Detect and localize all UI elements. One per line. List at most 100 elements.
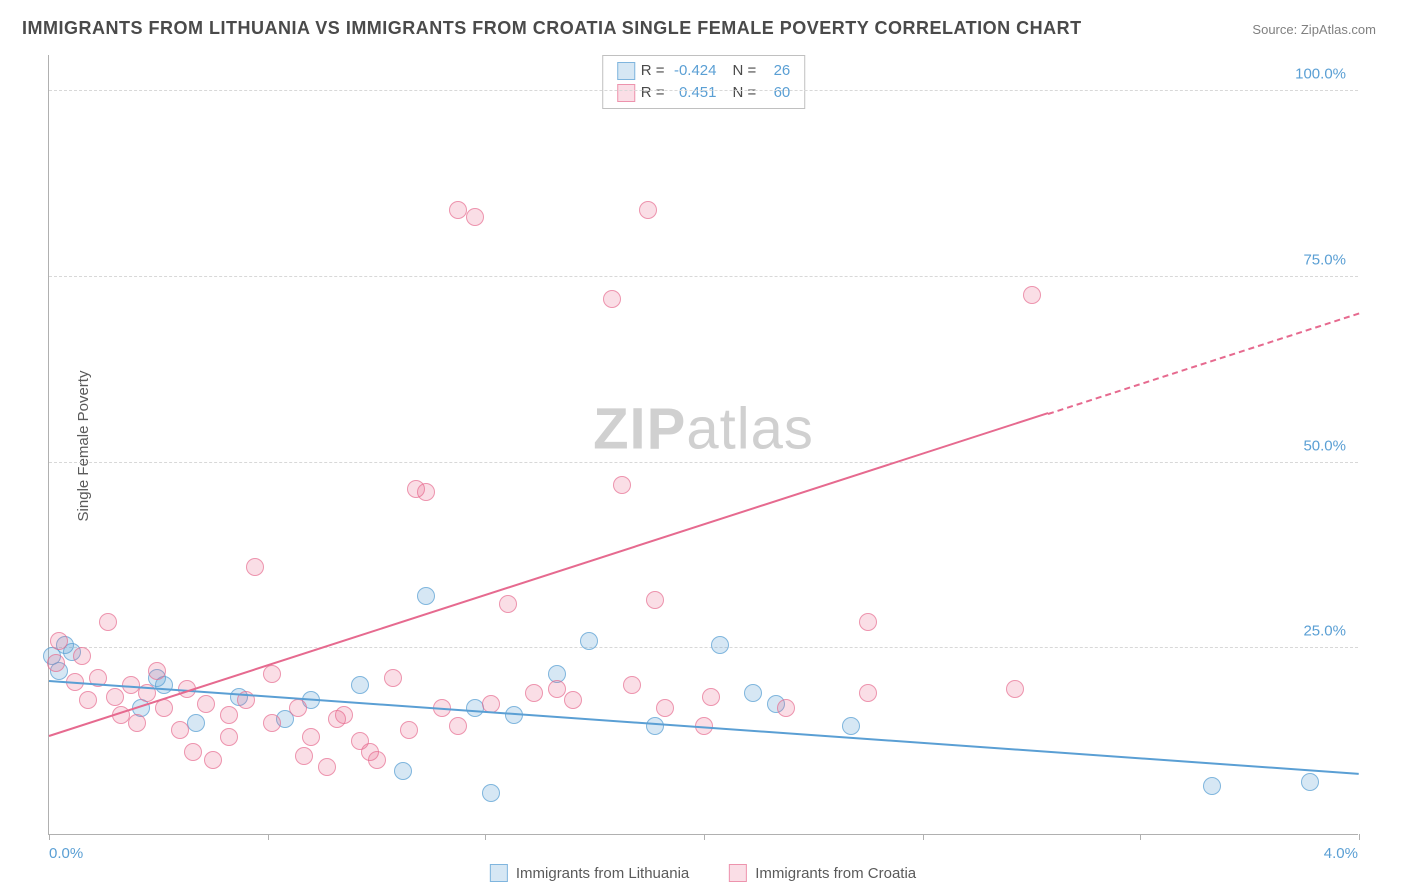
data-point (548, 680, 566, 698)
data-point (859, 613, 877, 631)
data-point (482, 784, 500, 802)
data-point (639, 201, 657, 219)
chart-title: IMMIGRANTS FROM LITHUANIA VS IMMIGRANTS … (22, 18, 1082, 39)
data-point (148, 662, 166, 680)
series-legend-item: Immigrants from Lithuania (490, 864, 689, 882)
data-point (220, 728, 238, 746)
legend-r-label: R = (641, 82, 665, 104)
data-point (79, 691, 97, 709)
data-point (295, 747, 313, 765)
legend-n-value: 26 (762, 60, 790, 82)
legend-row: R = 0.451 N =60 (617, 82, 791, 104)
data-point (711, 636, 729, 654)
legend-r-label: R = (641, 60, 665, 82)
x-tick (704, 834, 705, 840)
data-point (220, 706, 238, 724)
data-point (302, 728, 320, 746)
legend-swatch (617, 62, 635, 80)
data-point (384, 669, 402, 687)
data-point (1006, 680, 1024, 698)
data-point (197, 695, 215, 713)
scatter-plot-area: ZIPatlas R =-0.424N =26R =0.451N =60 0.0… (48, 55, 1358, 835)
source-credit: Source: ZipAtlas.com (1252, 22, 1376, 37)
data-point (263, 665, 281, 683)
data-point (777, 699, 795, 717)
data-point (646, 591, 664, 609)
data-point (50, 632, 68, 650)
data-point (603, 290, 621, 308)
data-point (246, 558, 264, 576)
legend-n-label: N = (733, 82, 757, 104)
gridline (49, 276, 1358, 277)
gridline (49, 462, 1358, 463)
x-axis-end-label: 4.0% (1324, 845, 1358, 862)
data-point (623, 676, 641, 694)
data-point (106, 688, 124, 706)
gridline (49, 647, 1358, 648)
data-point (613, 476, 631, 494)
legend-r-value: 0.451 (671, 82, 717, 104)
data-point (525, 684, 543, 702)
data-point (1301, 773, 1319, 791)
correlation-legend: R = -0.424 N =26 R = 0.451 N =60 (602, 55, 806, 109)
legend-n-value: 60 (762, 82, 790, 104)
data-point (417, 483, 435, 501)
y-tick-label: 100.0% (1295, 66, 1346, 83)
data-point (1023, 286, 1041, 304)
x-tick (1140, 834, 1141, 840)
legend-n-label: N = (733, 60, 757, 82)
data-point (499, 595, 517, 613)
data-point (646, 717, 664, 735)
data-point (842, 717, 860, 735)
trend-line-extrapolated (1048, 312, 1360, 414)
data-point (466, 699, 484, 717)
legend-swatch (490, 864, 508, 882)
data-point (47, 654, 65, 672)
x-tick (1359, 834, 1360, 840)
watermark: ZIPatlas (593, 395, 814, 462)
y-tick-label: 25.0% (1303, 623, 1346, 640)
data-point (318, 758, 336, 776)
legend-swatch (617, 84, 635, 102)
data-point (73, 647, 91, 665)
watermark-bold: ZIP (593, 396, 686, 461)
x-tick (485, 834, 486, 840)
data-point (368, 751, 386, 769)
data-point (449, 717, 467, 735)
data-point (289, 699, 307, 717)
data-point (656, 699, 674, 717)
x-tick (268, 834, 269, 840)
data-point (744, 684, 762, 702)
x-tick (923, 834, 924, 840)
data-point (351, 676, 369, 694)
x-axis-start-label: 0.0% (49, 845, 83, 862)
gridline (49, 90, 1358, 91)
data-point (564, 691, 582, 709)
data-point (171, 721, 189, 739)
data-point (580, 632, 598, 650)
data-point (417, 587, 435, 605)
legend-swatch (729, 864, 747, 882)
data-point (128, 714, 146, 732)
data-point (335, 706, 353, 724)
data-point (449, 201, 467, 219)
watermark-light: atlas (686, 396, 814, 461)
series-label: Immigrants from Croatia (755, 865, 916, 882)
series-label: Immigrants from Lithuania (516, 865, 689, 882)
y-tick-label: 75.0% (1303, 251, 1346, 268)
data-point (263, 714, 281, 732)
data-point (859, 684, 877, 702)
data-point (1203, 777, 1221, 795)
legend-r-value: -0.424 (671, 60, 717, 82)
data-point (702, 688, 720, 706)
data-point (204, 751, 222, 769)
data-point (394, 762, 412, 780)
data-point (184, 743, 202, 761)
data-point (400, 721, 418, 739)
data-point (99, 613, 117, 631)
data-point (466, 208, 484, 226)
source-label: Source: (1252, 22, 1297, 37)
legend-row: R = -0.424 N =26 (617, 60, 791, 82)
series-legend: Immigrants from Lithuania Immigrants from… (490, 864, 916, 882)
source-value: ZipAtlas.com (1301, 22, 1376, 37)
